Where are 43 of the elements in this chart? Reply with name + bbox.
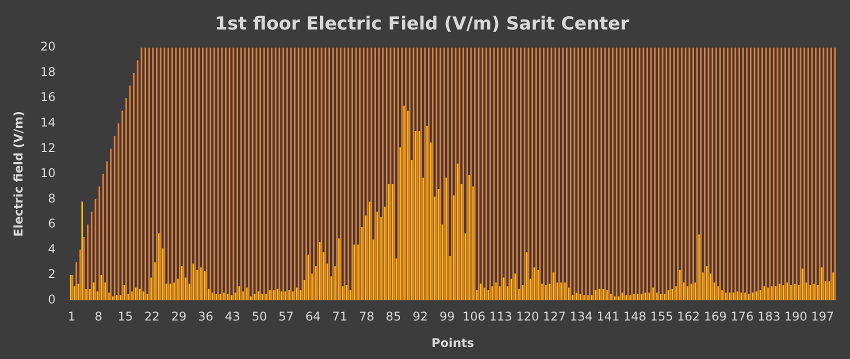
y-tick-label: 0: [48, 292, 56, 306]
x-tick-label: 57: [278, 310, 294, 324]
x-tick-label: 15: [118, 310, 133, 324]
x-tick-label: 113: [489, 310, 512, 324]
chart-title: 1st floor Electric Field (V/m) Sarit Center: [214, 13, 630, 34]
x-tick-label: 78: [358, 310, 374, 324]
x-tick-label: 183: [757, 310, 780, 324]
x-tick-label: 99: [439, 310, 455, 324]
x-tick-label: 127: [542, 310, 566, 324]
x-tick-label: 176: [730, 310, 754, 324]
x-tick-label: 92: [412, 310, 428, 324]
x-tick-label: 106: [462, 310, 486, 324]
y-tick-label: 10: [40, 166, 56, 180]
x-tick-label: 64: [305, 310, 321, 324]
x-tick-label: 162: [677, 310, 700, 324]
x-tick-label: 8: [94, 310, 102, 324]
x-tick-label: 155: [650, 310, 674, 324]
y-tick-label: 20: [40, 40, 56, 54]
x-tick-label: 36: [198, 310, 214, 324]
x-tick-label: 141: [596, 310, 620, 324]
x-tick-label: 29: [171, 310, 187, 324]
y-tick-label: 2: [48, 267, 56, 282]
x-tick-label: 190: [784, 310, 808, 324]
y-tick-label: 16: [40, 90, 56, 104]
x-tick-label: 120: [516, 310, 540, 324]
y-tick-label: 18: [40, 64, 56, 79]
y-axis-title: Electric field (V/m): [11, 111, 26, 237]
x-tick-label: 134: [570, 310, 593, 324]
x-tick-label: 50: [252, 310, 267, 324]
y-tick-label: 6: [48, 216, 56, 231]
x-tick-label: 197: [811, 310, 834, 324]
y-tick-label: 14: [40, 116, 56, 130]
x-axis-title: Points: [432, 336, 474, 350]
x-tick-label: 22: [144, 310, 160, 324]
y-tick-label: 4: [48, 242, 56, 256]
y-tick-label: 8: [48, 191, 56, 206]
x-tick-label: 148: [623, 310, 646, 324]
x-tick-label: 85: [386, 310, 402, 324]
x-tick-label: 1: [68, 310, 76, 324]
x-tick-label: 43: [224, 310, 240, 324]
x-tick-label: 169: [704, 310, 727, 324]
x-tick-label: 71: [332, 310, 348, 324]
y-tick-label: 12: [40, 140, 56, 155]
